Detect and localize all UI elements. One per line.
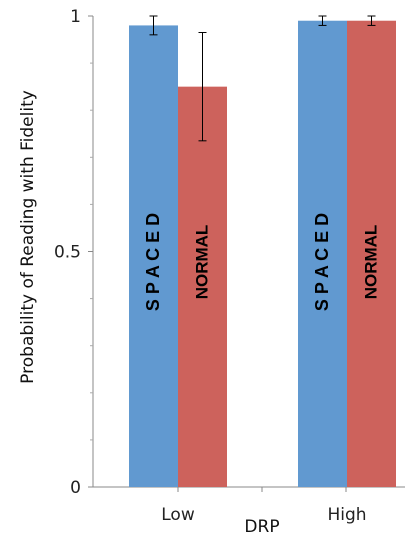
bar-normal-high bbox=[347, 20, 396, 488]
x-tick-label: Low bbox=[161, 505, 195, 525]
y-ticks: 00.51 bbox=[54, 7, 93, 498]
error-bar bbox=[318, 15, 327, 26]
bar-normal-low bbox=[178, 86, 227, 488]
x-tick-label: High bbox=[327, 505, 366, 525]
y-axis-title: Probability of Reading with Fidelity bbox=[18, 90, 38, 384]
bar-spaced-low bbox=[129, 25, 178, 487]
bar-label-spaced: S P A C E D bbox=[143, 213, 163, 311]
bar-spaced-high bbox=[298, 20, 347, 488]
error-bar bbox=[198, 31, 207, 142]
bar-label-spaced: S P A C E D bbox=[312, 213, 332, 311]
error-bar bbox=[149, 15, 158, 36]
y-tick-label: 1 bbox=[70, 7, 81, 27]
x-axis-title: DRP bbox=[244, 517, 279, 537]
x-ticks: Low High bbox=[161, 487, 367, 525]
bars bbox=[129, 20, 396, 488]
y-tick-label: 0.5 bbox=[54, 243, 81, 263]
error-bar bbox=[367, 15, 376, 26]
y-tick-label: 0 bbox=[70, 478, 81, 498]
error-bars bbox=[149, 15, 376, 142]
bar-labels: S P A C E D NORMAL S P A C E D NORMAL bbox=[143, 213, 381, 311]
bar-label-normal: NORMAL bbox=[362, 225, 381, 300]
bar-label-normal: NORMAL bbox=[193, 225, 212, 300]
